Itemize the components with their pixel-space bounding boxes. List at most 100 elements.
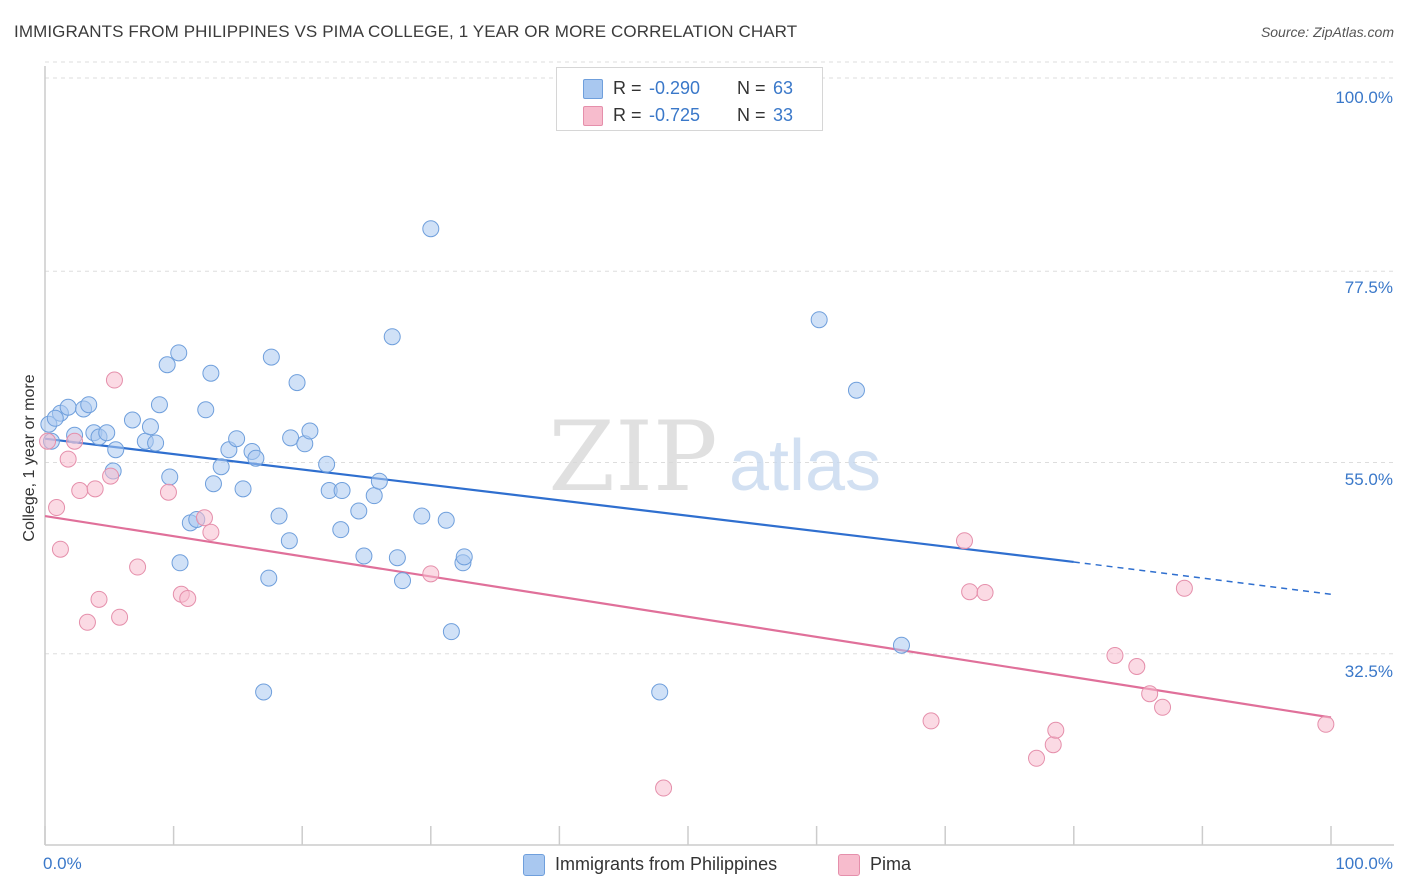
philippines-swatch — [583, 79, 603, 99]
pima-point — [976, 584, 994, 602]
philippines-point — [651, 683, 669, 701]
philippines-point — [301, 422, 319, 440]
philippines-point — [280, 532, 298, 550]
gridlines — [45, 61, 1394, 655]
pima-point — [195, 509, 213, 527]
philippines-trendline — [44, 437, 1074, 564]
pima-point — [179, 590, 197, 607]
philippines-point — [365, 487, 383, 505]
philippines-trendline-extension — [1073, 561, 1332, 595]
pima-point — [961, 583, 979, 601]
pima-point — [202, 523, 220, 541]
y-tick-label: 32.5% — [1345, 662, 1393, 681]
philippines-point — [123, 411, 141, 429]
philippines-point — [228, 430, 246, 448]
x-tick-label: 100.0% — [1335, 854, 1393, 873]
r-label: R = — [613, 78, 642, 98]
philippines-point — [892, 636, 910, 654]
pima-point — [922, 712, 940, 730]
pima-point — [1175, 579, 1193, 597]
pima-point — [59, 450, 77, 468]
y-tick-label: 55.0% — [1345, 470, 1393, 489]
philippines-point — [437, 511, 455, 529]
chart-title: IMMIGRANTS FROM PHILIPPINES VS PIMA COLL… — [14, 22, 798, 41]
philippines-point — [413, 507, 431, 525]
philippines-point — [161, 468, 179, 486]
watermark: ZIP atlas — [548, 401, 881, 513]
pima-point — [1128, 658, 1146, 675]
pima-point — [655, 779, 673, 797]
stats-legend: R = -0.290 N = 63 R = -0.725 N = 33 — [556, 67, 823, 131]
r-value: -0.725 — [649, 105, 701, 125]
pima-point — [1044, 736, 1062, 754]
philippines-point — [98, 424, 116, 442]
pima-swatch — [583, 106, 603, 126]
philippines-point — [170, 344, 188, 362]
philippines-point — [355, 547, 373, 565]
philippines-point — [370, 472, 388, 490]
philippines-point — [234, 480, 252, 498]
philippines-point — [202, 364, 220, 382]
philippines-point — [107, 441, 125, 459]
pima-point — [66, 432, 84, 450]
pima-point — [105, 371, 123, 389]
pima-point — [1317, 715, 1335, 733]
philippines-point — [158, 356, 176, 374]
philippines-point — [255, 683, 273, 701]
philippines-point — [212, 458, 230, 476]
legend-label: Immigrants from Philippines — [555, 854, 778, 874]
watermark-zip: ZIP — [548, 401, 717, 513]
philippines-point — [455, 548, 473, 566]
philippines-legend-swatch — [523, 854, 545, 876]
pima-point — [1028, 749, 1046, 767]
philippines-point — [422, 220, 440, 238]
n-label: N = — [737, 78, 766, 98]
series-legend: Immigrants from Philippines Pima — [0, 852, 1406, 878]
tick-labels: 32.5% 55.0% 77.5% 100.0% 0.0% 100.0% — [43, 88, 1393, 873]
pima-point — [90, 590, 108, 608]
legend-label: Pima — [870, 854, 912, 874]
pima-point — [422, 565, 440, 583]
pima-point — [51, 540, 69, 558]
philippines-point — [59, 398, 77, 416]
pima-point — [955, 532, 973, 550]
philippines-point — [204, 475, 222, 493]
philippines-point — [394, 572, 412, 590]
x-tick-label: 0.0% — [43, 854, 82, 873]
watermark-atlas: atlas — [729, 426, 881, 506]
pima-point — [1141, 685, 1159, 703]
pima-point — [86, 480, 104, 498]
pima-point — [129, 558, 147, 576]
pima-point — [159, 483, 177, 501]
r-label: R = — [613, 105, 642, 125]
philippines-point — [282, 429, 300, 447]
y-tick-label: 100.0% — [1335, 88, 1393, 107]
y-tick-label: 77.5% — [1345, 278, 1393, 297]
philippines-point — [810, 311, 828, 329]
philippines-point — [171, 554, 189, 572]
philippines-point — [333, 482, 351, 500]
philippines-point — [150, 396, 168, 414]
stats-row-philippines: R = -0.290 N = 63 — [557, 74, 822, 102]
pima-point — [111, 608, 129, 626]
source-label: Source: ZipAtlas.com — [1260, 24, 1394, 40]
philippines-point — [247, 449, 265, 467]
pima-point — [1106, 646, 1124, 664]
pima-point — [39, 432, 57, 450]
pima-point — [1154, 698, 1172, 716]
philippines-point — [260, 569, 278, 587]
philippines-point — [80, 396, 98, 414]
philippines-point — [847, 381, 865, 399]
philippines-point — [318, 455, 336, 473]
philippines-point — [262, 348, 280, 366]
pima-point — [78, 613, 96, 631]
philippines-point — [288, 374, 306, 392]
philippines-point — [197, 401, 215, 419]
n-value: 63 — [773, 78, 794, 98]
pima-point — [48, 499, 66, 517]
philippines-point — [388, 549, 406, 567]
data-points — [39, 220, 1335, 797]
pima-point — [102, 467, 120, 485]
philippines-point — [270, 507, 288, 525]
stats-row-pima: R = -0.725 N = 33 — [557, 101, 822, 129]
